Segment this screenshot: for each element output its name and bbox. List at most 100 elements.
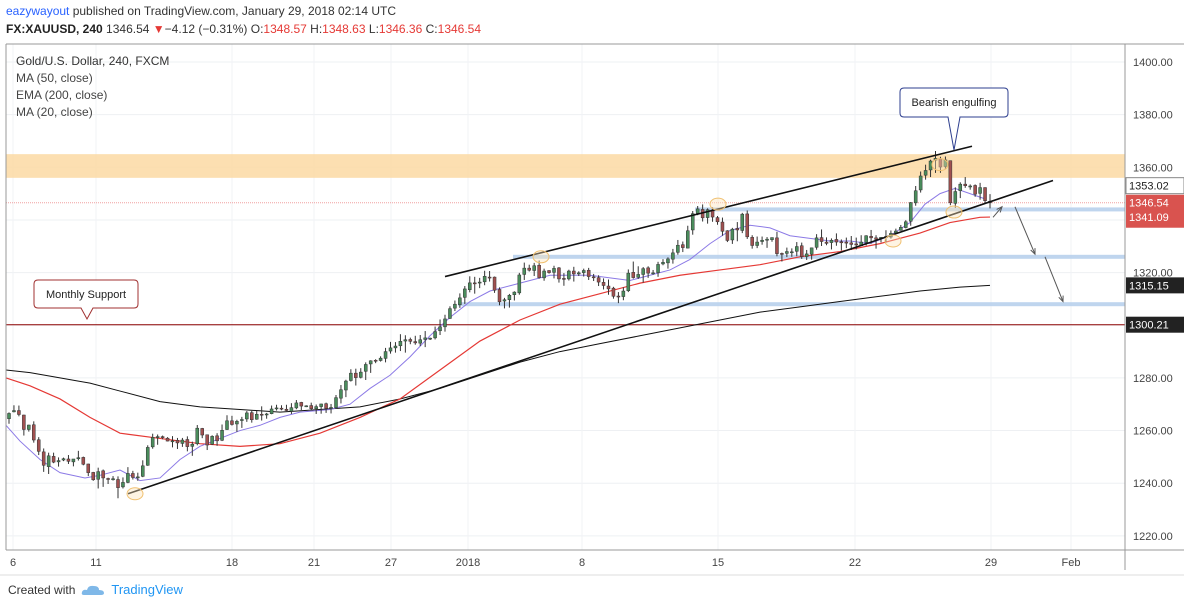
ma50-line [5, 216, 991, 447]
candle-body [874, 237, 878, 240]
high-label: H: [310, 22, 323, 36]
candle-body [131, 473, 135, 478]
monthly-support-label: Monthly Support [46, 289, 126, 301]
candle-body [81, 457, 86, 465]
candle-body [368, 360, 373, 365]
legend-ma20[interactable]: MA (20, close) [16, 105, 93, 119]
candle-body [463, 288, 467, 298]
candle-body [918, 175, 923, 191]
candle-body [408, 339, 413, 342]
candle-body [393, 345, 398, 349]
candle-body [220, 430, 224, 441]
x-tick-label: 18 [226, 557, 238, 569]
down-arrow-icon: ▼ [152, 22, 165, 36]
candle-body [606, 285, 611, 290]
candle-body [32, 424, 36, 441]
candle-body [973, 185, 977, 195]
candle-body [557, 267, 561, 280]
candle-body [254, 413, 259, 420]
legend-title: Gold/U.S. Dollar, 240, FXCM [16, 54, 170, 68]
open-label: O: [250, 22, 264, 36]
candle-body [616, 295, 621, 298]
price-axis-label: 1300.21 [1129, 320, 1169, 332]
low-label: L: [368, 22, 379, 36]
candle-body [96, 471, 100, 480]
candle-body [190, 443, 195, 447]
candle-body [581, 270, 586, 273]
symbol-label: FX:XAUUSD, 240 [6, 22, 103, 36]
plot-area[interactable] [6, 44, 1125, 550]
candle-body [279, 407, 284, 410]
candle-body [923, 170, 928, 176]
candle-body [116, 479, 120, 488]
candle-body [126, 473, 130, 483]
candle-body [705, 209, 710, 218]
candle-body [185, 439, 190, 447]
legend-ema200[interactable]: EMA (200, close) [16, 88, 108, 102]
tradingview-link[interactable]: TradingView [111, 582, 183, 597]
forecast-arrow-head [1030, 248, 1036, 256]
candle-body [626, 272, 631, 292]
candle-body [760, 239, 764, 242]
author-link[interactable]: eazywayout [6, 4, 70, 18]
candle-body [354, 372, 358, 378]
candle-body [91, 472, 95, 481]
price-axis-label: 1346.54 [1129, 198, 1169, 210]
y-tick-label: 1240.00 [1133, 478, 1173, 490]
ma20-line [5, 187, 986, 482]
candle-body [448, 308, 452, 319]
candle-body [428, 337, 432, 340]
close-value: 1346.54 [437, 22, 482, 36]
candle-body [259, 413, 264, 416]
price-axis-label-bg [1126, 194, 1184, 211]
price-axis-label-bg [1126, 277, 1184, 294]
candle-body [512, 291, 517, 295]
candle-body [799, 245, 804, 257]
candle-body [908, 202, 913, 222]
candle-body [150, 437, 155, 448]
candle-body [527, 267, 531, 271]
candle-body [51, 456, 56, 463]
candle-body [552, 268, 556, 273]
candle-body [725, 230, 730, 241]
candle-body [36, 439, 41, 452]
candle-body [824, 241, 829, 244]
y-tick-label: 1400.00 [1133, 57, 1173, 69]
candle-body [418, 339, 422, 344]
x-tick-label: 11 [90, 557, 101, 569]
candle-body [438, 326, 442, 332]
candle-body [170, 440, 175, 443]
candle-body [720, 221, 725, 232]
candle-body [289, 407, 294, 412]
x-tick-label: 6 [10, 557, 16, 569]
candle-body [299, 402, 304, 407]
candle-body [641, 268, 645, 275]
forecast-arrow-head [1058, 295, 1064, 303]
candle-body [274, 407, 279, 410]
candle-body [913, 190, 918, 204]
candle-body [240, 419, 244, 421]
candle-body [631, 272, 636, 278]
candle-body [765, 238, 769, 241]
candle-body [378, 357, 383, 361]
price-axis-label: 1353.02 [1129, 181, 1169, 193]
candle-body [66, 458, 71, 462]
candle-body [586, 269, 591, 277]
candle-body [388, 347, 393, 352]
x-tick-label: 21 [308, 557, 320, 569]
publish-info: published on TradingView.com, January 29… [69, 4, 397, 18]
candle-body [482, 276, 487, 283]
candle-body [472, 282, 477, 285]
candle-body [522, 267, 527, 275]
candle-body [101, 470, 105, 479]
horizontal-level [458, 302, 1125, 307]
candle-body [86, 463, 91, 473]
candle-body [904, 221, 908, 228]
candle-body [780, 253, 784, 255]
price-axis-label-bg [1126, 209, 1184, 226]
legend-ma50[interactable]: MA (50, close) [16, 71, 93, 85]
candle-body [468, 282, 472, 290]
candle-body [155, 436, 160, 438]
candle-body [359, 371, 363, 378]
